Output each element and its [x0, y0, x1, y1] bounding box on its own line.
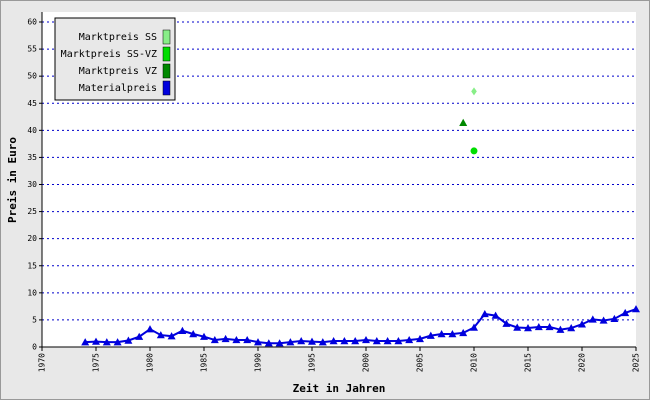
- y-tick-label: 5: [32, 315, 37, 324]
- marker: [362, 335, 370, 344]
- y-tick-label: 60: [27, 18, 37, 27]
- x-tick-label: 2015: [524, 353, 533, 372]
- marker: [470, 323, 478, 331]
- marker: [232, 335, 241, 344]
- legend-box: [54, 17, 176, 101]
- y-tick-label: 35: [27, 153, 37, 162]
- legend-label: Materialpreis: [79, 83, 157, 94]
- legend-swatch: [162, 63, 171, 79]
- y-tick-label: 40: [27, 126, 37, 135]
- x-tick-label: 1990: [254, 353, 263, 372]
- y-tick-label: 55: [27, 45, 37, 54]
- marker: [221, 334, 230, 343]
- x-tick-label: 1970: [38, 353, 47, 372]
- legend-label: Marktpreis SS: [79, 32, 157, 43]
- marker: [372, 337, 381, 345]
- marker: [621, 308, 630, 317]
- marker: [502, 319, 511, 327]
- marker: [275, 339, 284, 347]
- marker: [610, 314, 619, 323]
- marker: [599, 316, 608, 324]
- x-tick-label: 2005: [416, 353, 425, 372]
- y-tick-label: 20: [27, 234, 37, 243]
- x-tick-label: 2000: [362, 353, 371, 372]
- legend-swatch: [162, 29, 171, 45]
- y-tick-label: 15: [27, 261, 37, 270]
- marker: [178, 326, 187, 334]
- marker: [124, 336, 133, 344]
- marker: [448, 330, 457, 338]
- marker: [513, 323, 522, 331]
- marker: [297, 337, 306, 345]
- y-tick-label: 10: [27, 288, 37, 297]
- marker: [113, 338, 122, 346]
- y-tick-label: 0: [32, 343, 37, 352]
- legend-label: Marktpreis VZ: [79, 66, 157, 77]
- y-tick-label: 45: [27, 99, 37, 108]
- marker: [383, 337, 392, 345]
- marker: [588, 315, 597, 323]
- marker: [459, 328, 468, 337]
- x-axis-title: Zeit in Jahren: [293, 382, 386, 395]
- marker: [632, 305, 640, 313]
- x-tick-label: 2020: [578, 353, 587, 372]
- x-tick-label: 1985: [200, 353, 209, 372]
- x-tick-label: 1980: [146, 353, 155, 372]
- marker: [318, 338, 327, 346]
- marker: [351, 337, 360, 345]
- y-tick-label: 25: [27, 207, 37, 216]
- marker: [340, 337, 349, 345]
- legend-swatch: [162, 80, 171, 96]
- marker: [578, 320, 586, 328]
- marker: [308, 337, 316, 345]
- marker: [243, 335, 252, 344]
- legend-label: Marktpreis SS-VZ: [61, 49, 157, 60]
- y-axis-title: Preis in Euro: [6, 137, 19, 223]
- marker: [146, 325, 154, 333]
- marker: [556, 325, 565, 333]
- x-tick-label: 1995: [308, 353, 317, 372]
- x-tick-label: 1975: [92, 353, 101, 372]
- marker: [534, 322, 543, 331]
- marker: [470, 147, 478, 155]
- marker: [135, 332, 144, 340]
- series-line: [85, 308, 637, 345]
- legend: Marktpreis SS Marktpreis SS-VZ Marktpreis …: [54, 17, 176, 101]
- marker: [459, 118, 468, 126]
- marker: [471, 87, 477, 96]
- marker: [189, 330, 198, 338]
- marker: [416, 334, 424, 343]
- marker: [102, 338, 111, 346]
- y-tick-label: 50: [27, 72, 37, 81]
- marker: [264, 339, 273, 347]
- y-tick-label: 30: [27, 180, 37, 189]
- marker: [156, 331, 165, 339]
- marker: [200, 332, 208, 340]
- marker: [254, 338, 262, 346]
- marker: [491, 311, 500, 319]
- marker: [405, 335, 414, 344]
- x-tick-label: 2010: [470, 353, 479, 372]
- legend-swatch: [162, 46, 171, 62]
- marker: [426, 331, 435, 339]
- marks: [81, 87, 640, 347]
- marker: [81, 338, 90, 346]
- marker: [329, 337, 338, 345]
- marker: [210, 335, 219, 344]
- marker: [567, 324, 576, 332]
- marker: [545, 322, 554, 331]
- marker: [92, 337, 100, 345]
- marker: [167, 332, 176, 340]
- marker: [394, 337, 403, 345]
- marker: [480, 309, 489, 318]
- marker: [437, 330, 446, 338]
- marker: [524, 324, 532, 332]
- marker: [286, 338, 295, 346]
- x-tick-label: 2025: [632, 353, 641, 372]
